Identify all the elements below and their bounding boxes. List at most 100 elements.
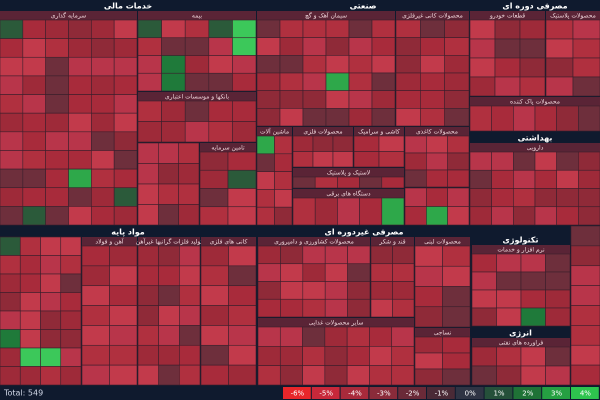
sector-header <box>258 226 470 237</box>
stock-tile <box>347 263 371 282</box>
stock-tile <box>0 329 21 349</box>
stock-tile <box>444 37 470 56</box>
stock-tile <box>40 273 62 293</box>
stock-tile <box>404 187 427 207</box>
stock-tile <box>208 100 233 122</box>
stock-tile <box>68 38 92 58</box>
stock-tile <box>346 346 370 366</box>
stock-tile <box>302 326 326 347</box>
stock-tile <box>325 55 350 74</box>
stock-tile <box>471 365 497 386</box>
stock-tile <box>208 19 233 39</box>
stock-tile <box>442 352 471 370</box>
stock-tile <box>228 305 257 326</box>
stock-tile <box>158 325 180 346</box>
stock-tile <box>442 306 471 328</box>
stock-tile <box>391 346 415 366</box>
legend-swatch <box>283 387 311 399</box>
stock-tile <box>302 108 327 127</box>
stock-tile <box>545 38 574 59</box>
stock-tile <box>578 169 600 189</box>
stock-tile <box>292 135 314 152</box>
stock-tile <box>40 347 62 367</box>
stock-tile <box>302 90 327 109</box>
stock-tile <box>534 169 557 189</box>
group-title: لاستیک و پلاستیک <box>327 170 370 177</box>
stock-tile <box>469 188 492 208</box>
stock-tile <box>0 150 24 170</box>
stock-tile <box>113 168 138 189</box>
stock-tile <box>570 225 600 247</box>
stock-tile <box>520 289 546 309</box>
stock-tile <box>256 189 275 208</box>
stock-tile <box>469 76 496 97</box>
stock-tile <box>496 365 522 386</box>
stock-tile <box>279 72 304 91</box>
stock-tile <box>0 19 24 39</box>
legend-swatch <box>571 387 599 399</box>
group-header <box>200 143 256 152</box>
stock-tile <box>371 37 396 56</box>
stock-tile <box>60 292 82 312</box>
stock-tile <box>325 37 350 56</box>
stock-tile <box>513 151 536 171</box>
stock-tile <box>179 344 201 366</box>
stock-tile <box>113 206 138 226</box>
stock-tile <box>256 72 281 91</box>
stock-tile <box>137 245 159 267</box>
stock-tile <box>491 188 514 208</box>
stock-tile <box>158 305 180 326</box>
stock-tile <box>232 121 257 143</box>
stock-tile <box>22 112 46 133</box>
group-header <box>470 143 600 152</box>
stock-tile <box>199 169 229 189</box>
legend-label: -4% <box>348 390 362 398</box>
stock-tile <box>232 55 257 74</box>
group-title: تولید فلزات گرانبها غیرآهن <box>136 237 203 246</box>
stock-tile <box>447 187 470 207</box>
stock-tile <box>22 150 46 170</box>
stock-tile <box>137 344 159 366</box>
stock-tile <box>137 100 162 122</box>
stock-tile <box>312 151 334 168</box>
stock-tile <box>158 163 179 185</box>
group-header <box>293 168 404 177</box>
stock-tile <box>0 347 21 367</box>
group-title: نرم افزار و خدمات <box>497 247 545 254</box>
stock-tile <box>491 151 514 171</box>
legend-label: -6% <box>291 390 305 398</box>
stock-tile <box>22 131 46 151</box>
stock-tile <box>257 346 281 366</box>
stock-tile <box>19 329 41 349</box>
stock-tile <box>520 307 546 327</box>
stock-tile <box>81 344 110 366</box>
stock-tile <box>346 326 370 347</box>
stock-tile <box>314 176 338 189</box>
stock-tile <box>199 188 229 208</box>
group-title: تامین سرمایه <box>211 145 245 152</box>
stock-tile <box>279 108 304 127</box>
stock-tile <box>414 265 443 287</box>
stock-tile <box>302 72 327 91</box>
group-title: محصولات فلزی <box>303 129 342 136</box>
stock-tile <box>414 336 443 354</box>
stock-tile <box>199 151 229 171</box>
stock-tile <box>274 153 293 172</box>
stock-tile <box>137 142 159 164</box>
legend-label: 1% <box>493 390 504 398</box>
stock-tile <box>232 37 257 56</box>
stock-tile <box>45 75 69 95</box>
stock-tile <box>494 38 521 59</box>
stock-tile <box>469 19 496 40</box>
stock-tile <box>471 307 497 327</box>
stock-tile <box>179 265 201 287</box>
stock-tile <box>369 326 393 347</box>
legend-label: -1% <box>435 390 449 398</box>
group-header <box>470 97 600 106</box>
stock-tile <box>442 368 471 386</box>
stock-tile <box>19 310 41 330</box>
stock-tile <box>381 176 405 189</box>
stock-tile <box>91 112 115 133</box>
legend-label: -3% <box>377 390 391 398</box>
